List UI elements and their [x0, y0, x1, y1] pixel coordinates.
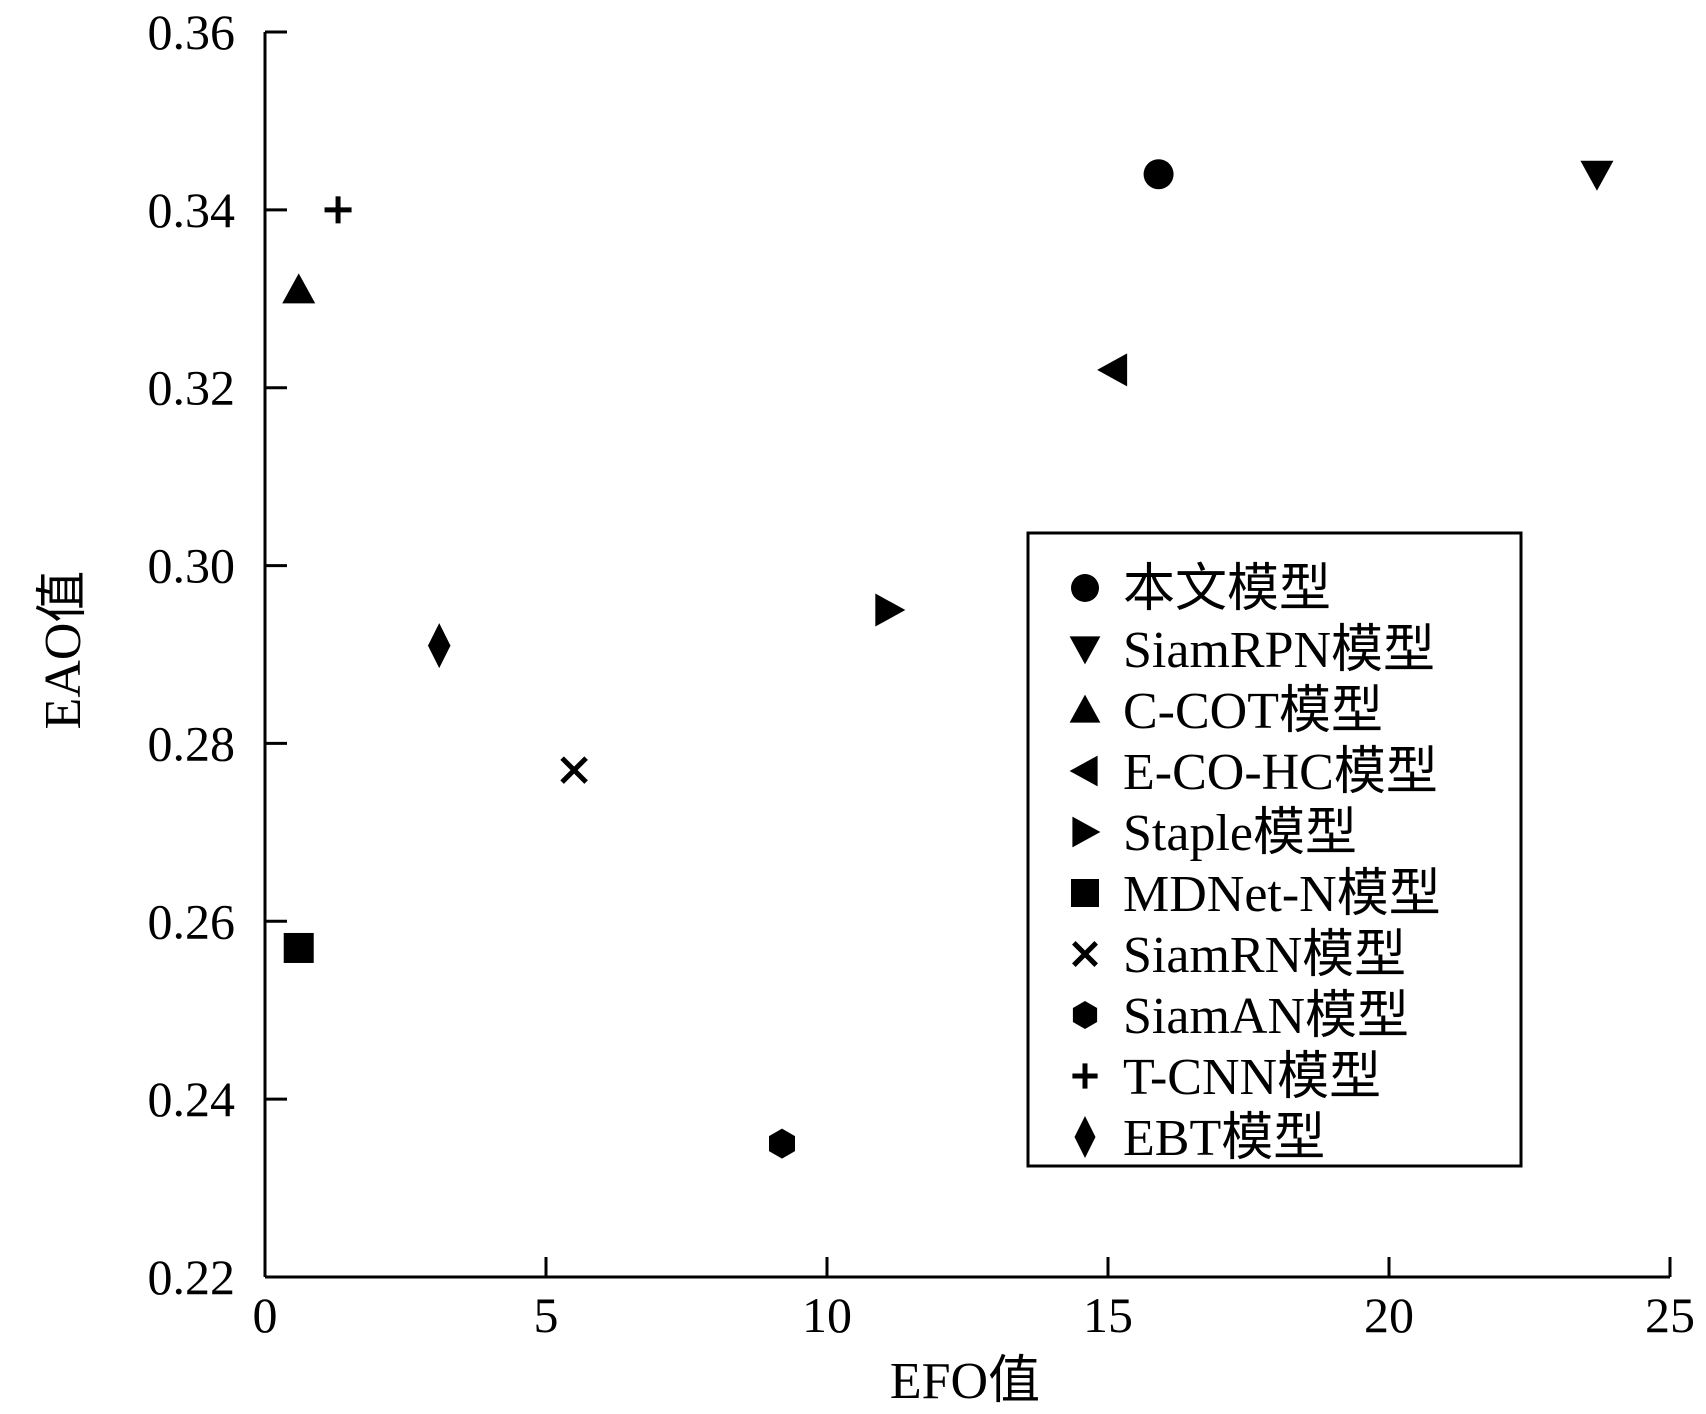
data-point [1097, 353, 1128, 387]
legend-label: T-CNN模型 [1123, 1049, 1381, 1106]
x-axis-title: EFO值 [890, 1353, 1040, 1410]
y-tick-label: 0.28 [148, 715, 236, 771]
legend-marker [1069, 755, 1098, 787]
legend-marker [1071, 574, 1099, 602]
legend: 本文模型SiamRPN模型C-COT模型E-CO-HC模型Staple模型MDN… [1026, 531, 1523, 1168]
legend-label: SiamRPN模型 [1123, 622, 1435, 679]
legend-label: C-COT模型 [1123, 683, 1383, 740]
y-tick-label: 0.26 [148, 893, 236, 949]
y-tick-label: 0.34 [148, 182, 236, 238]
legend-marker [1072, 816, 1101, 848]
data-point [1143, 159, 1174, 190]
y-tick-label: 0.32 [148, 360, 236, 416]
legend-marker [1074, 1116, 1096, 1158]
legend-marker [1072, 1063, 1098, 1089]
data-point [875, 593, 906, 627]
legend-box [1026, 531, 1523, 1168]
y-tick-label: 0.22 [148, 1249, 236, 1305]
legend-marker [1072, 1001, 1098, 1029]
y-axis-title: EAO值 [35, 571, 92, 730]
legend-marker [1069, 694, 1101, 723]
legend-marker [1069, 636, 1101, 665]
legend-label: MDNet-N模型 [1123, 866, 1441, 923]
legend-label: Staple模型 [1123, 805, 1357, 862]
legend-marker [1072, 941, 1098, 967]
legend-label: 本文模型 [1123, 561, 1331, 618]
legend-label: E-CO-HC模型 [1123, 744, 1438, 801]
x-tick-label: 10 [802, 1287, 852, 1343]
legend-label: EBT模型 [1123, 1110, 1325, 1167]
data-point [324, 196, 352, 224]
y-tick-label: 0.36 [148, 4, 236, 60]
y-tick-label: 0.24 [148, 1071, 236, 1127]
x-tick-label: 25 [1645, 1287, 1695, 1343]
legend-label: SiamAN模型 [1123, 988, 1409, 1045]
legend-marker [1071, 879, 1099, 907]
legend-label: SiamRN模型 [1123, 927, 1406, 984]
data-points [282, 159, 1614, 1159]
x-tick-label: 5 [534, 1287, 559, 1343]
data-point [427, 623, 451, 669]
axes [263, 32, 1670, 1279]
data-point [560, 756, 588, 784]
ticks: 0 5 10 15 20 25 0.22 0.24 0.26 0.28 0.30 0.32 0.34 0.… [148, 4, 1696, 1343]
y-tick-label: 0.30 [148, 538, 236, 594]
data-point [769, 1128, 795, 1159]
data-point [1580, 160, 1614, 191]
x-tick-label: 0 [253, 1287, 278, 1343]
x-tick-label: 20 [1364, 1287, 1414, 1343]
data-point [282, 273, 316, 304]
data-point [283, 932, 314, 963]
x-tick-label: 15 [1083, 1287, 1133, 1343]
